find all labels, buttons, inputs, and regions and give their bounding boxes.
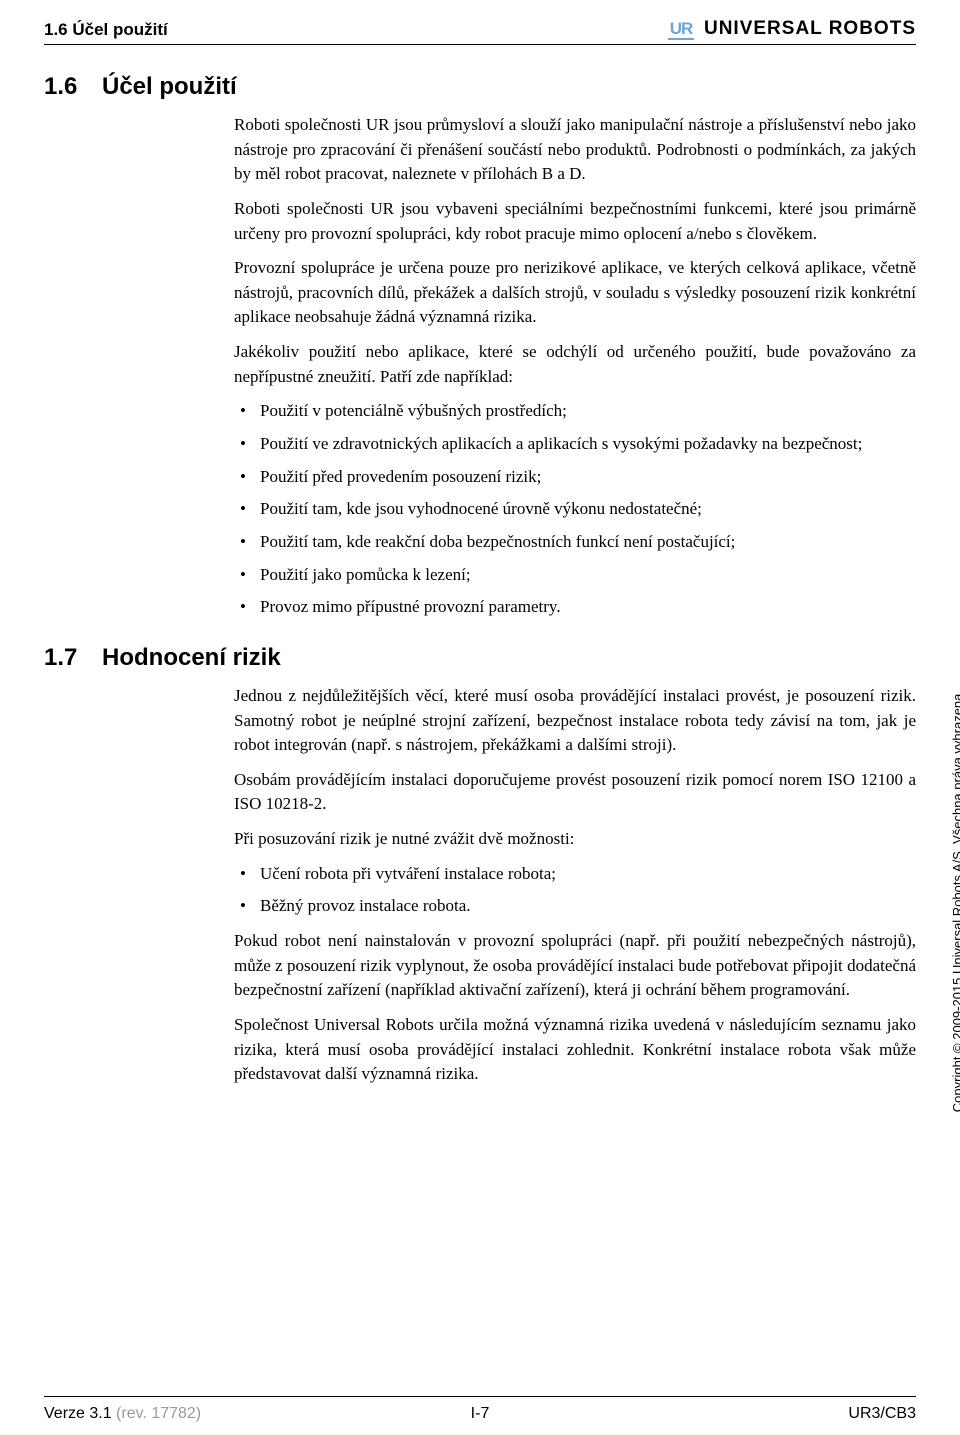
section-17-number: 1.7 (44, 644, 88, 672)
list-item: Použití jako pomůcka k lezení; (258, 563, 916, 588)
list-item: Použití ve zdravotnických aplikacích a a… (258, 432, 916, 457)
section-17-p5: Společnost Universal Robots určila možná… (234, 1013, 916, 1087)
section-17-p4: Pokud robot není nainstalován v provozní… (234, 929, 916, 1003)
page-footer: Verze 3.1 (rev. 17782) I-7 UR3/CB3 (44, 1405, 916, 1423)
section-16-bullets: Použití v potenciálně výbušných prostřed… (234, 399, 916, 619)
list-item: Použití tam, kde jsou vyhodnocené úrovně… (258, 497, 916, 522)
section-17-p2: Osobám provádějícím instalaci doporučuje… (234, 768, 916, 817)
list-item: Použití před provedením posouzení rizik; (258, 465, 916, 490)
page: 1.6 Účel použití UR UNIVERSAL ROBOTS 1.6… (0, 0, 960, 1435)
side-copyright: Copyright © 2009-2015 Universal Robots A… (950, 690, 960, 1112)
footer-rule (44, 1396, 916, 1397)
section-16-p4: Jakékoliv použití nebo aplikace, které s… (234, 340, 916, 389)
section-16-number: 1.6 (44, 73, 88, 101)
ur-logo-icon: UR (668, 20, 694, 40)
list-item: Učení robota při vytváření instalace rob… (258, 862, 916, 887)
section-17-bullets: Učení robota při vytváření instalace rob… (234, 862, 916, 919)
section-16-p2: Roboti společnosti UR jsou vybaveni spec… (234, 197, 916, 246)
section-17-p1: Jednou z nejdůležitějších věcí, které mu… (234, 684, 916, 758)
list-item: Provoz mimo přípustné provozní parametry… (258, 595, 916, 620)
list-item: Použití v potenciálně výbušných prostřed… (258, 399, 916, 424)
section-16: 1.6 Účel použití Roboti společnosti UR j… (44, 73, 916, 620)
page-content: 1.6 Účel použití Roboti společnosti UR j… (0, 45, 960, 1087)
section-16-p3: Provozní spolupráce je určena pouze pro … (234, 256, 916, 330)
list-item: Použití tam, kde reakční doba bezpečnost… (258, 530, 916, 555)
running-title: 1.6 Účel použití (44, 20, 168, 40)
brand-block: UR UNIVERSAL ROBOTS (668, 18, 916, 40)
ur-logo-underline (668, 38, 694, 40)
section-16-heading: 1.6 Účel použití (44, 73, 916, 101)
footer-model: UR3/CB3 (848, 1405, 916, 1423)
section-17-body: Jednou z nejdůležitějších věcí, které mu… (234, 684, 916, 1087)
list-item: Běžný provoz instalace robota. (258, 894, 916, 919)
section-16-p1: Roboti společnosti UR jsou průmysloví a … (234, 113, 916, 187)
footer-revision: (rev. 17782) (112, 1405, 202, 1422)
page-header: 1.6 Účel použití UR UNIVERSAL ROBOTS (0, 0, 960, 44)
footer-version: Verze 3.1 (rev. 17782) (44, 1405, 201, 1423)
section-17-p3: Při posuzování rizik je nutné zvážit dvě… (234, 827, 916, 852)
section-16-body: Roboti společnosti UR jsou průmysloví a … (234, 113, 916, 620)
section-17-heading: 1.7 Hodnocení rizik (44, 644, 916, 672)
section-17-title: Hodnocení rizik (102, 644, 281, 672)
footer-version-label: Verze 3.1 (44, 1405, 112, 1422)
ur-logo-text: UR (670, 20, 693, 37)
brand-name: UNIVERSAL ROBOTS (704, 18, 916, 40)
section-16-title: Účel použití (102, 73, 237, 101)
footer-page-number: I-7 (471, 1405, 490, 1423)
section-17: 1.7 Hodnocení rizik Jednou z nejdůležitě… (44, 644, 916, 1087)
